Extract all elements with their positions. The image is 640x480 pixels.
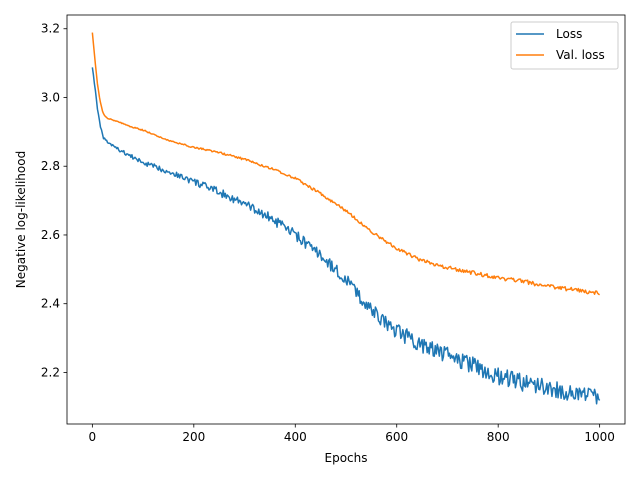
x-tick-label: 1000: [584, 430, 615, 444]
y-tick-label: 2.4: [41, 297, 60, 311]
y-tick-label: 2.2: [41, 365, 60, 379]
legend-label-val-loss: Val. loss: [556, 48, 605, 62]
x-tick-label: 600: [385, 430, 408, 444]
x-axis-label: Epochs: [325, 451, 368, 465]
x-tick-label: 200: [182, 430, 205, 444]
legend-label-loss: Loss: [556, 27, 582, 41]
legend: Loss Val. loss: [510, 21, 619, 70]
plot-area: [91, 32, 601, 405]
axis-ticks: 0 200 400 600 800 1000 2.2 2.4 2.6 2.8 3.0 3.2: [41, 22, 615, 444]
y-tick-label: 3.2: [41, 22, 60, 36]
series-line-loss: [91, 67, 601, 405]
axes-frame: [66, 14, 626, 425]
x-tick-label: 800: [487, 430, 510, 444]
y-tick-label: 2.8: [41, 159, 60, 173]
x-tick-label: 0: [89, 430, 97, 444]
y-tick-label: 3.0: [41, 90, 60, 104]
x-tick-label: 400: [284, 430, 307, 444]
series-line-val-loss: [91, 32, 600, 296]
y-tick-label: 2.6: [41, 228, 60, 242]
y-axis-label: Negative log-likelihood: [14, 151, 28, 288]
